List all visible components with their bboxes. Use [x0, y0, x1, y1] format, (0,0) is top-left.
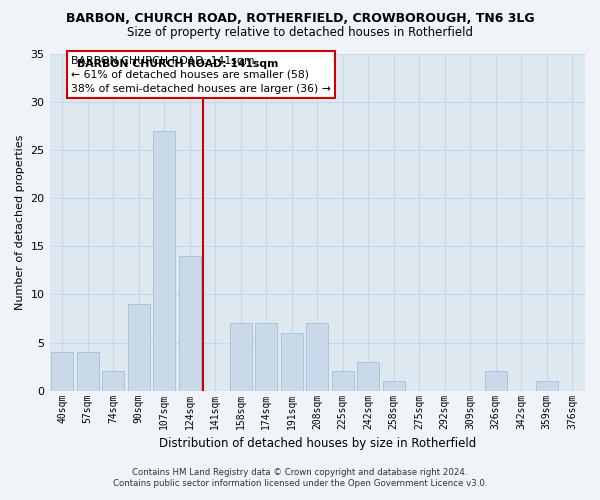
Bar — [230, 324, 251, 390]
Bar — [536, 381, 557, 390]
Text: Contains HM Land Registry data © Crown copyright and database right 2024.
Contai: Contains HM Land Registry data © Crown c… — [113, 468, 487, 487]
Bar — [77, 352, 98, 391]
Bar — [103, 372, 124, 390]
Text: BARBON CHURCH ROAD: 141sqm
← 61% of detached houses are smaller (58)
38% of semi: BARBON CHURCH ROAD: 141sqm ← 61% of deta… — [71, 56, 331, 94]
Bar — [332, 372, 353, 390]
Bar — [154, 131, 175, 390]
X-axis label: Distribution of detached houses by size in Rotherfield: Distribution of detached houses by size … — [158, 437, 476, 450]
Text: Size of property relative to detached houses in Rotherfield: Size of property relative to detached ho… — [127, 26, 473, 39]
Bar — [128, 304, 149, 390]
Bar — [52, 352, 73, 391]
Bar — [307, 324, 328, 390]
Bar — [281, 333, 302, 390]
Text: BARBON, CHURCH ROAD, ROTHERFIELD, CROWBOROUGH, TN6 3LG: BARBON, CHURCH ROAD, ROTHERFIELD, CROWBO… — [65, 12, 535, 26]
Bar — [485, 372, 506, 390]
Bar — [256, 324, 277, 390]
Y-axis label: Number of detached properties: Number of detached properties — [15, 134, 25, 310]
Bar — [383, 381, 404, 390]
Bar — [179, 256, 200, 390]
Bar — [358, 362, 379, 390]
Text: BARBON CHURCH ROAD: 141sqm: BARBON CHURCH ROAD: 141sqm — [77, 59, 279, 69]
